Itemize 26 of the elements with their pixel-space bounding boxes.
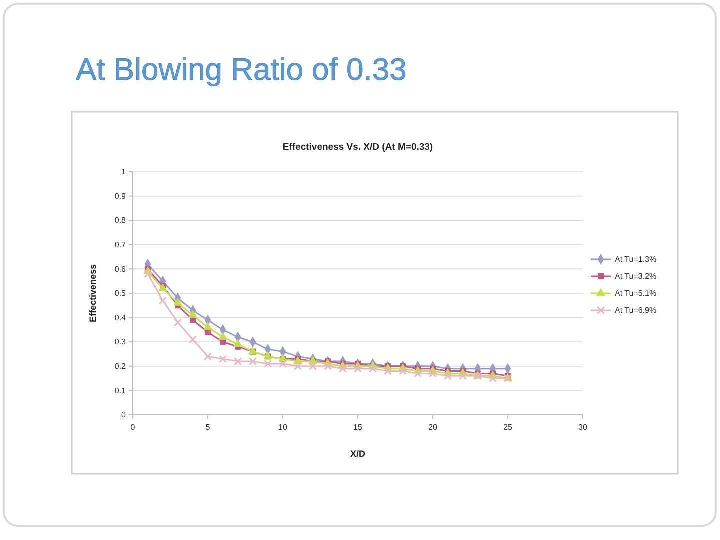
x-tick-label: 30: [578, 423, 588, 432]
y-tick-label: 0.8: [114, 216, 127, 226]
x-tick-label: 20: [428, 423, 438, 432]
y-tick-label: 0.9: [114, 192, 127, 201]
y-tick-label: 0.5: [114, 289, 127, 298]
x-tick-label: 10: [278, 423, 288, 432]
y-tick-label: 0.2: [114, 362, 127, 372]
x-tick-label: 5: [206, 423, 211, 432]
legend-label: At Tu=6.9%: [615, 306, 657, 316]
y-tick-label: 0.3: [114, 338, 127, 347]
x-tick-label: 0: [130, 423, 136, 432]
y-tick-label: 0.6: [114, 264, 127, 274]
x-axis-title: X/D: [350, 449, 366, 459]
x-tick-label: 15: [354, 423, 363, 432]
chart-subtitle: Effectiveness Vs. X/D (At M=0.33): [282, 142, 434, 153]
x-tick-label: 25: [504, 423, 513, 432]
y-tick-label: 0.1: [114, 386, 127, 396]
legend-label: At Tu=1.3%: [615, 255, 657, 264]
y-axis-title: Effectiveness: [88, 264, 98, 323]
y-tick-label: 0.4: [114, 313, 127, 322]
y-tick-label: 0: [122, 410, 127, 420]
y-tick-label: 0.7: [114, 240, 127, 250]
chart-title: At Blowing Ratio of 0.33: [76, 52, 407, 87]
legend-label: At Tu=5.1%: [615, 289, 657, 298]
y-tick-label: 1: [122, 168, 127, 177]
legend-label: At Tu=3.2%: [615, 272, 657, 282]
